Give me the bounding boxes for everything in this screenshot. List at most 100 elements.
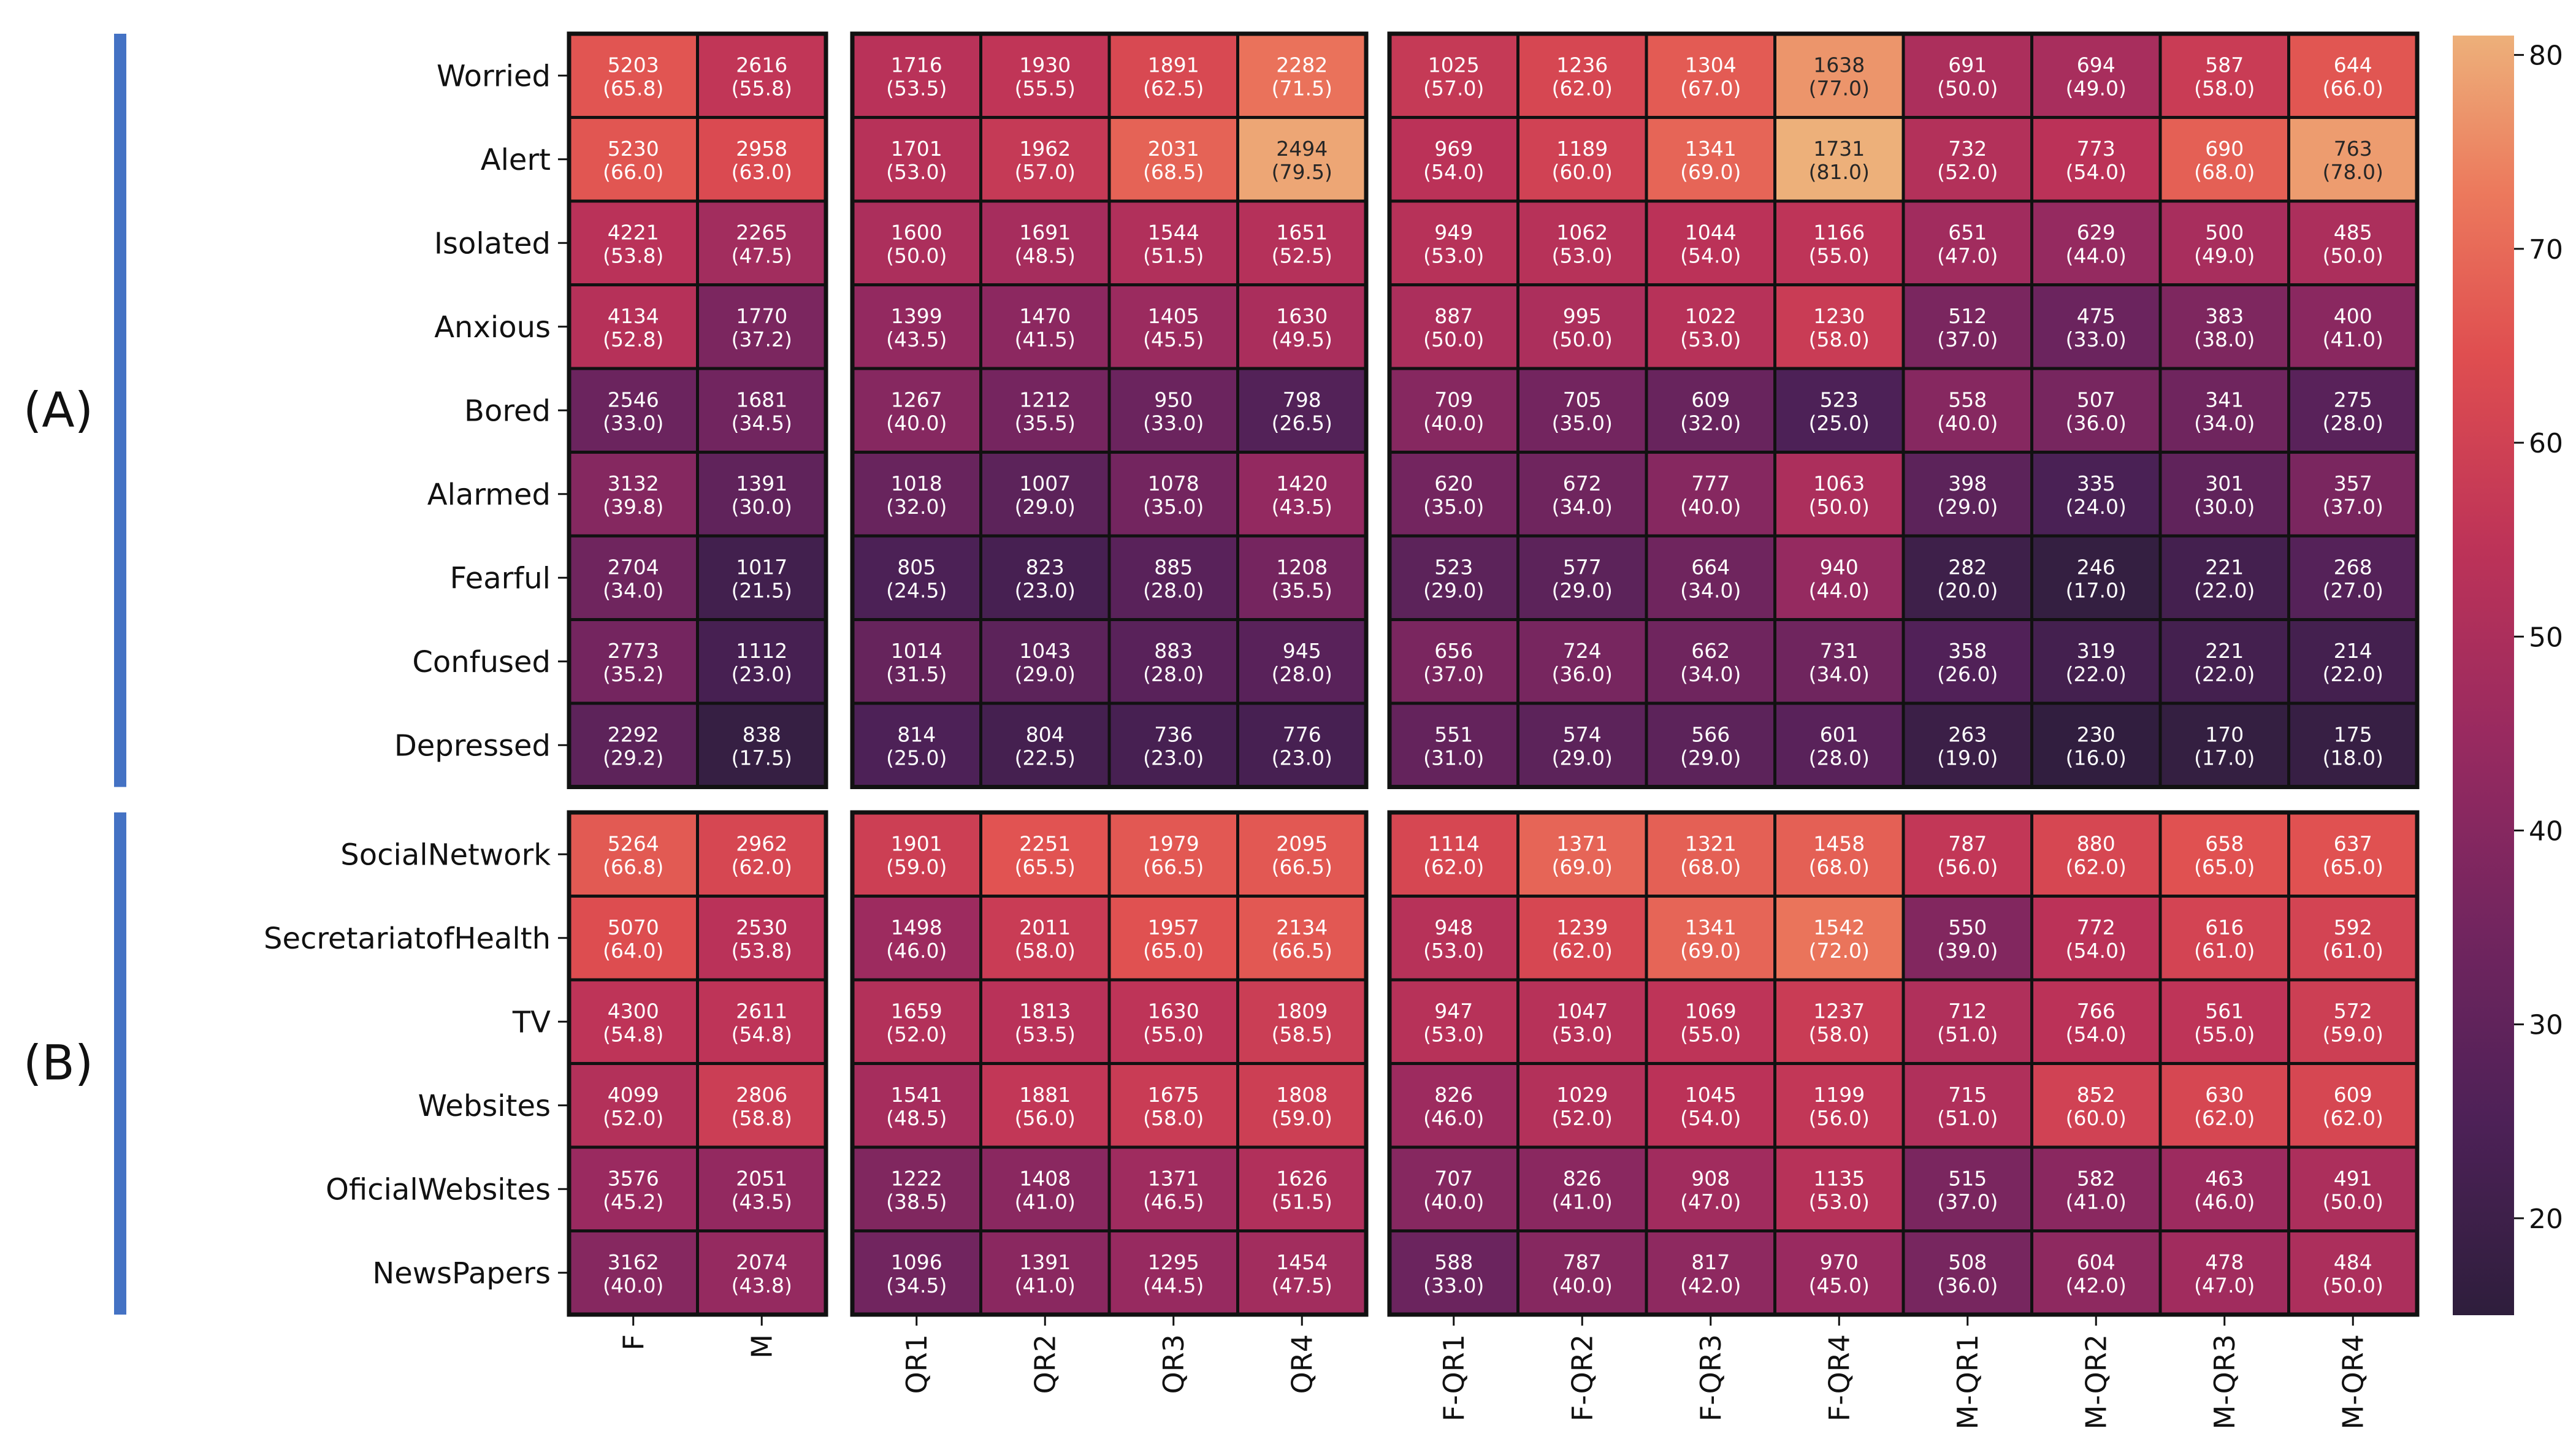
cell-count: 2282 xyxy=(1276,53,1328,77)
cell-rect xyxy=(850,978,982,1065)
heatmap-cell: 5264(66.8) xyxy=(567,811,699,898)
heatmap-cell: 341(34.0) xyxy=(2158,367,2290,454)
heatmap-cell: 1007(29.0) xyxy=(979,451,1111,538)
heatmap-cell: 772(54.0) xyxy=(2030,895,2162,982)
cell-rect xyxy=(567,1145,699,1232)
cell-percent: (34.0) xyxy=(603,578,663,602)
cell-percent: (41.0) xyxy=(1015,1274,1076,1297)
block-frame xyxy=(850,810,1369,1317)
cell-rect xyxy=(567,701,699,789)
heatmap-cell: 656(37.0) xyxy=(1388,618,1519,705)
row-fearful: Fearful 2704(34.0)1017(21.5)805(24.5)823(… xyxy=(450,534,2419,621)
cell-percent: (65.0) xyxy=(2194,855,2255,879)
cell-percent: (39.0) xyxy=(1937,939,1998,963)
cell-rect xyxy=(2030,618,2162,705)
heatmap-cell: 736(23.0) xyxy=(1107,701,1239,789)
cell-rect xyxy=(1901,978,2033,1065)
heatmap-cell: 358(26.0) xyxy=(1901,618,2033,705)
heatmap-cell: 2282(71.5) xyxy=(1236,32,1368,119)
cell-count: 776 xyxy=(1283,722,1321,746)
cell-percent: (45.5) xyxy=(1143,327,1204,351)
cell-count: 2074 xyxy=(736,1250,787,1274)
heatmap-cell: 1096(34.5) xyxy=(850,1229,982,1316)
cell-count: 1304 xyxy=(1685,53,1737,77)
heatmap-cell: 950(33.0) xyxy=(1107,367,1239,454)
heatmap-cell: 880(62.0) xyxy=(2030,811,2162,898)
heatmap-cell: 1029(52.0) xyxy=(1516,1062,1648,1149)
cell-count: 4134 xyxy=(608,304,659,328)
heatmap-cell: 1044(54.0) xyxy=(1645,199,1776,286)
panel-side-bar xyxy=(114,34,126,787)
cell-count: 651 xyxy=(1948,220,1987,244)
heatmap-cell: 3162(40.0) xyxy=(567,1229,699,1316)
cell-count: 709 xyxy=(1434,388,1473,411)
cell-percent: (40.0) xyxy=(1423,1190,1484,1213)
cell-percent: (46.0) xyxy=(2194,1190,2255,1213)
heatmap-cell: 1659(52.0) xyxy=(850,978,982,1065)
heatmap-cell: 1626(51.5) xyxy=(1236,1145,1368,1232)
heatmap-cell: 887(50.0) xyxy=(1388,283,1519,370)
cell-percent: (35.0) xyxy=(1423,495,1484,519)
cell-percent: (53.0) xyxy=(1423,243,1484,267)
cell-percent: (29.0) xyxy=(1552,578,1613,602)
heatmap-cell: 1498(46.0) xyxy=(850,895,982,982)
cell-count: 817 xyxy=(1691,1250,1730,1274)
heatmap-cell: 515(37.0) xyxy=(1901,1145,2033,1232)
cell-count: 1189 xyxy=(1556,137,1608,161)
cell-count: 662 xyxy=(1691,639,1730,663)
cell-rect xyxy=(2158,1062,2290,1149)
cell-percent: (42.0) xyxy=(2066,1274,2127,1297)
cell-rect xyxy=(979,701,1111,789)
cell-percent: (72.0) xyxy=(1809,939,1870,963)
heatmap-cell: 3132(39.8) xyxy=(567,451,699,538)
heatmap-cell: 572(59.0) xyxy=(2287,978,2419,1065)
cell-percent: (64.0) xyxy=(603,939,663,963)
colorbar-tick-label: 30 xyxy=(2529,1010,2563,1041)
cell-percent: (51.0) xyxy=(1937,1022,1998,1046)
block-frame xyxy=(567,810,828,1317)
cell-rect xyxy=(1901,811,2033,898)
cell-percent: (22.0) xyxy=(2194,578,2255,602)
heatmap-cell: 995(50.0) xyxy=(1516,283,1648,370)
row-label: Isolated xyxy=(434,226,551,261)
cell-percent: (31.5) xyxy=(886,662,947,686)
cell-rect xyxy=(1901,199,2033,286)
cell-percent: (44.0) xyxy=(1809,578,1870,602)
row-tv: TV 4300(54.8)2611(54.8)1659(52.0)1813(53.… xyxy=(512,978,2419,1065)
cell-count: 221 xyxy=(2205,555,2244,579)
cell-count: 2011 xyxy=(1019,915,1071,939)
heatmap-cell: 301(30.0) xyxy=(2158,451,2290,538)
panel-side-bar xyxy=(114,812,126,1315)
cell-count: 282 xyxy=(1948,555,1987,579)
heatmap-cell: 948(53.0) xyxy=(1388,895,1519,982)
row-label: SocialNetwork xyxy=(340,838,551,872)
cell-count: 588 xyxy=(1434,1250,1473,1274)
cell-count: 1770 xyxy=(736,304,787,328)
heatmap-cell: 214(22.0) xyxy=(2287,618,2419,705)
cell-count: 2095 xyxy=(1276,831,1328,855)
cell-count: 969 xyxy=(1434,137,1473,161)
heatmap-cell: 814(25.0) xyxy=(850,701,982,789)
cell-percent: (22.0) xyxy=(2323,662,2383,686)
heatmap-cell: 1544(51.5) xyxy=(1107,199,1239,286)
heatmap-cell: 1458(68.0) xyxy=(1773,811,1905,898)
cell-rect xyxy=(1516,1145,1648,1232)
heatmap-cell: 588(33.0) xyxy=(1388,1229,1519,1316)
heatmap-cell: 1189(60.0) xyxy=(1516,116,1648,203)
cell-rect xyxy=(979,367,1111,454)
cell-percent: (25.0) xyxy=(1809,411,1870,435)
cell-count: 908 xyxy=(1691,1166,1730,1190)
cell-count: 712 xyxy=(1948,999,1987,1023)
panel-label: (B) xyxy=(23,1036,93,1091)
cell-percent: (23.0) xyxy=(1272,746,1332,770)
cell-rect xyxy=(1901,32,2033,119)
heatmap-cell: 268(27.0) xyxy=(2287,534,2419,621)
row-socialnetwork: SocialNetwork 5264(66.8)2962(62.0)1901(59… xyxy=(340,811,2419,898)
cell-count: 230 xyxy=(2077,722,2115,746)
cell-rect xyxy=(1773,32,1905,119)
cell-count: 644 xyxy=(2334,53,2372,77)
cell-count: 1018 xyxy=(891,472,942,495)
heatmap-cell: 1222(38.5) xyxy=(850,1145,982,1232)
cell-count: 664 xyxy=(1691,555,1730,579)
cell-count: 630 xyxy=(2205,1083,2244,1107)
